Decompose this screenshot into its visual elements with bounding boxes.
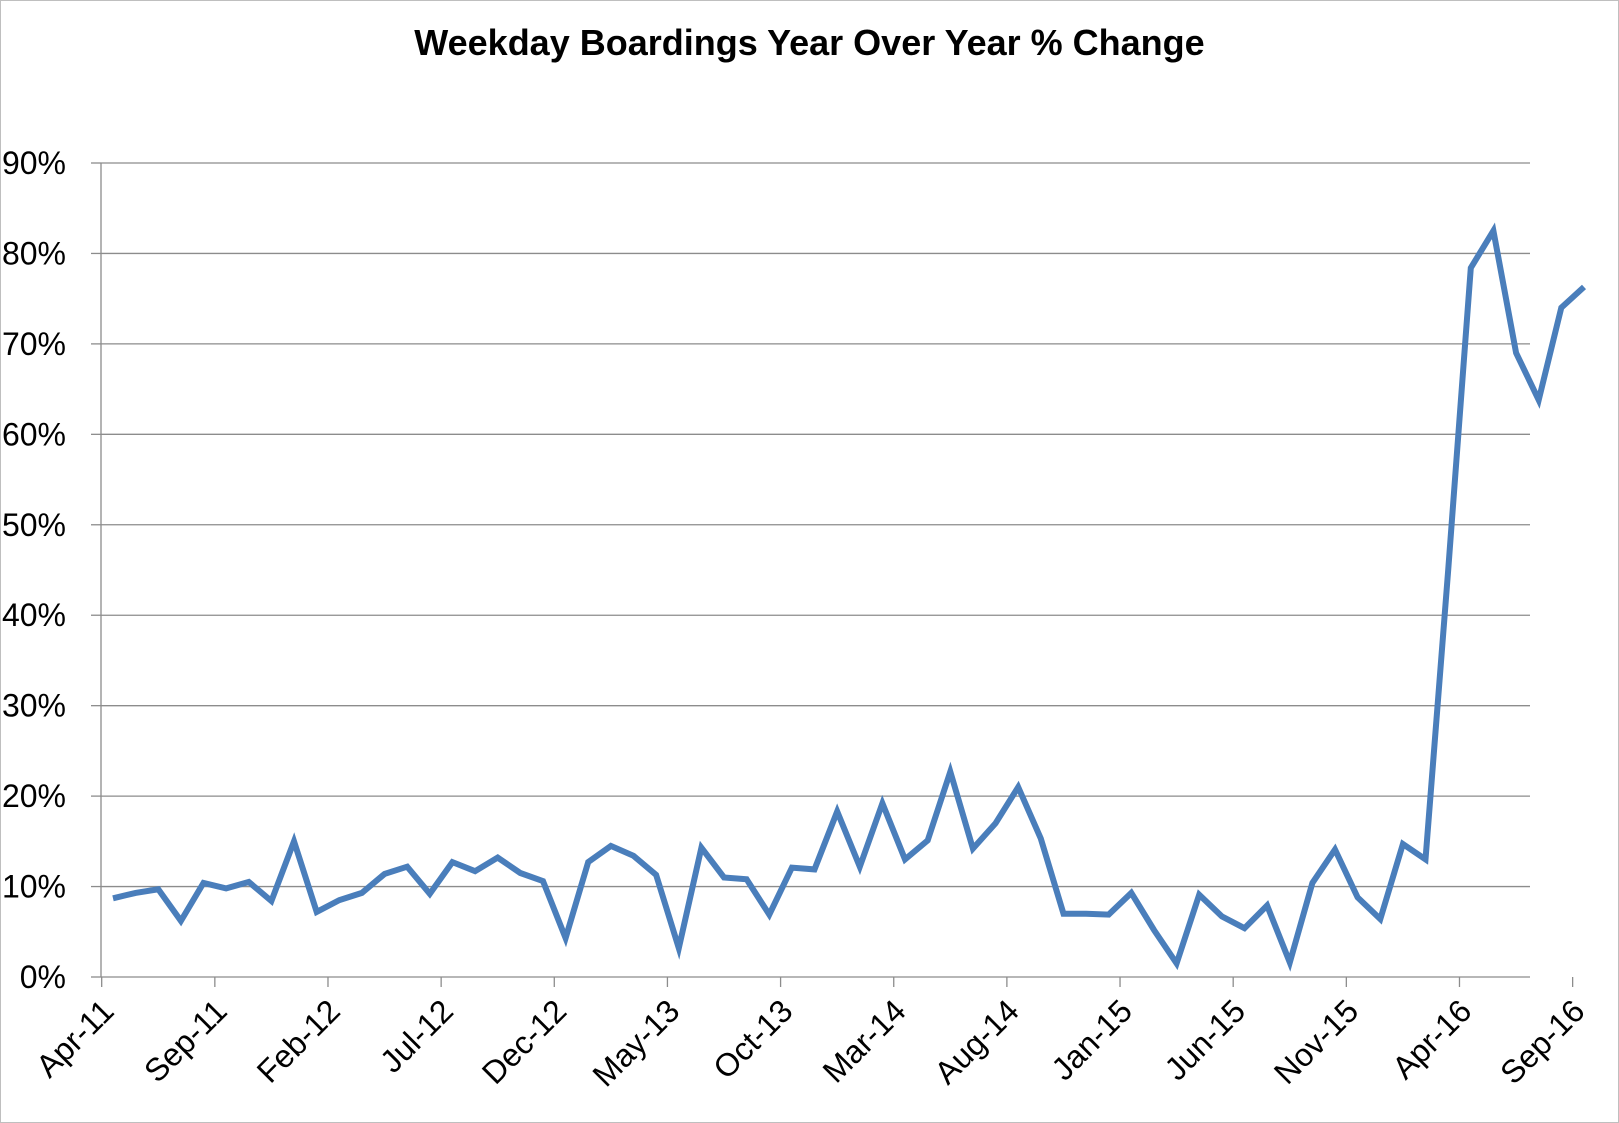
y-tick-label: 40% (2, 597, 66, 633)
y-tick-label: 0% (20, 959, 66, 995)
x-tick-label: Aug-14 (927, 992, 1025, 1090)
x-tick-label: Jun-15 (1157, 992, 1252, 1087)
x-tick-label: Nov-15 (1267, 992, 1365, 1090)
x-tick-label: Apr-11 (29, 992, 121, 1084)
y-tick-label: 90% (2, 145, 66, 181)
y-tick-label: 20% (2, 778, 66, 814)
y-tick-label: 30% (2, 688, 66, 724)
gridlines (101, 162, 1530, 888)
y-tick-label: 70% (2, 326, 66, 362)
x-tick-label: Sep-16 (1493, 992, 1591, 1090)
x-tick-label: Oct-13 (706, 992, 799, 1085)
y-tick-label: 10% (2, 869, 66, 905)
x-tick-label: Mar-14 (816, 992, 913, 1089)
y-axis: 0% 10% 20% 30% 40% 50% 60% 70% 80% 90% (2, 145, 102, 995)
series-line-0 (112, 222, 1587, 972)
chart-title: Weekday Boardings Year Over Year % Chang… (414, 22, 1205, 63)
x-tick-label: Feb-12 (250, 992, 347, 1089)
x-tick-label: Sep-11 (137, 992, 234, 1089)
x-axis: Apr-11 Sep-11 Feb-12 Jul-12 Dec-12 May-13 Oct-… (29, 976, 1592, 1093)
y-tick-label: 80% (2, 235, 66, 271)
x-tick-label: Apr-16 (1385, 992, 1478, 1085)
y-tick-label: 50% (2, 507, 66, 543)
x-tick-label: Dec-12 (475, 992, 573, 1090)
x-tick-label: Jan-15 (1044, 992, 1139, 1087)
series-layer (112, 222, 1587, 972)
y-tick-label: 60% (2, 416, 66, 452)
x-tick-label: Jul-12 (373, 992, 460, 1079)
x-tick-label: May-13 (585, 992, 686, 1093)
